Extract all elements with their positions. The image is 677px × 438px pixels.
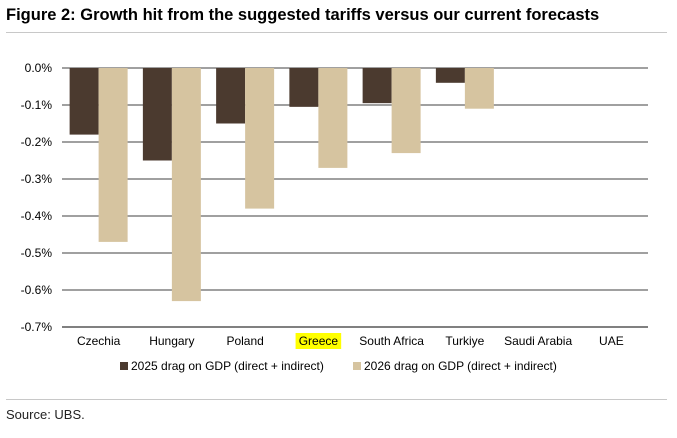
bar-2025-hungary <box>142 68 172 161</box>
x-category-label: Czechia <box>77 334 121 348</box>
bar-chart: 0.0%-0.1%-0.2%-0.3%-0.4%-0.5%-0.6%-0.7% … <box>21 61 648 373</box>
y-tick-label: 0.0% <box>25 61 53 75</box>
y-tick-label: -0.6% <box>21 283 53 297</box>
x-category-label: Saudi Arabia <box>504 334 572 348</box>
x-category-label: Poland <box>226 334 263 348</box>
bar-2025-greece <box>289 68 319 107</box>
bar-2025-poland <box>216 68 246 124</box>
bar-2026-czechia <box>98 68 128 242</box>
y-tick-label: -0.3% <box>21 172 53 186</box>
bar-2026-poland <box>245 68 275 209</box>
bars <box>69 68 494 302</box>
legend: 2025 drag on GDP (direct + indirect) 2026… <box>120 359 557 373</box>
legend-label: 2026 drag on GDP (direct + indirect) <box>364 359 557 373</box>
legend-label: 2025 drag on GDP (direct + indirect) <box>131 359 324 373</box>
bar-2025-czechia <box>69 68 99 135</box>
y-tick-label: -0.7% <box>21 320 53 334</box>
bar-2026-turkiye <box>464 68 494 109</box>
y-tick-label: -0.2% <box>21 135 53 149</box>
title-divider <box>6 32 667 33</box>
y-tick-label: -0.4% <box>21 209 53 223</box>
y-tick-label: -0.5% <box>21 246 53 260</box>
x-category-label: Hungary <box>149 334 194 348</box>
y-axis-ticks: 0.0% -0.1% -0.2% -0.3% -0.4% -0.5% -0.6% -0.7% <box>21 61 53 334</box>
source-note: Source: UBS. <box>6 407 85 422</box>
category-highlight <box>295 333 342 349</box>
legend-swatch <box>120 362 128 370</box>
source-divider <box>6 399 667 400</box>
bar-2026-hungary <box>171 68 201 302</box>
x-category-label: Greece <box>299 334 339 348</box>
x-axis-categories: Czechia Hungary Poland Greece South Africa Tu… <box>77 333 624 349</box>
bar-2026-south-africa <box>391 68 421 154</box>
x-category-label: South Africa <box>359 334 424 348</box>
chart-title: Figure 2: Growth hit from the suggested … <box>6 6 600 24</box>
y-tick-label: -0.1% <box>21 98 53 112</box>
bar-2025-turkiye <box>435 68 465 83</box>
legend-swatch <box>353 362 361 370</box>
x-category-label: Turkiye <box>445 334 484 348</box>
bar-2025-south-africa <box>362 68 392 104</box>
bar-2026-greece <box>318 68 348 168</box>
x-category-label: UAE <box>599 334 624 348</box>
